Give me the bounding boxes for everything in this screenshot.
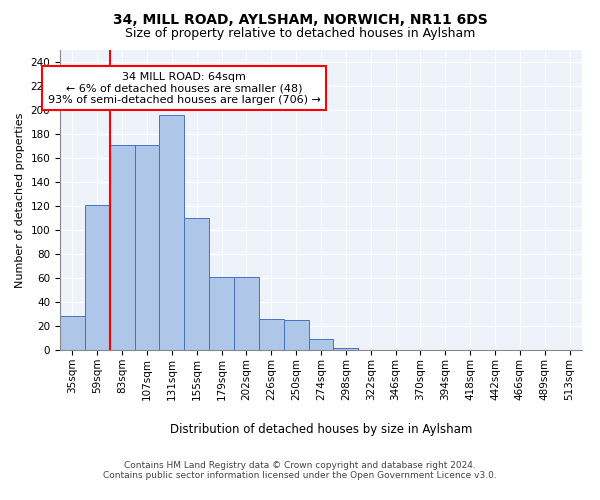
Bar	[334, 348, 358, 350]
Bar	[209, 277, 234, 350]
Bar	[85, 205, 110, 350]
Text: 34, MILL ROAD, AYLSHAM, NORWICH, NR11 6DS: 34, MILL ROAD, AYLSHAM, NORWICH, NR11 6D…	[113, 12, 487, 26]
Text: Distribution of detached houses by size in Aylsham: Distribution of detached houses by size …	[170, 422, 472, 436]
Bar	[60, 316, 85, 350]
Text: Contains HM Land Registry data © Crown copyright and database right 2024.
Contai: Contains HM Land Registry data © Crown c…	[103, 460, 497, 480]
Text: 34 MILL ROAD: 64sqm
← 6% of detached houses are smaller (48)
93% of semi-detache: 34 MILL ROAD: 64sqm ← 6% of detached hou…	[48, 72, 321, 105]
Text: Size of property relative to detached houses in Aylsham: Size of property relative to detached ho…	[125, 28, 475, 40]
Bar	[284, 320, 308, 350]
Bar	[259, 319, 284, 350]
Bar	[160, 115, 184, 350]
Bar	[184, 218, 209, 350]
Y-axis label: Number of detached properties: Number of detached properties	[15, 112, 25, 288]
Bar	[110, 145, 134, 350]
Bar	[308, 339, 334, 350]
Bar	[134, 145, 160, 350]
Bar	[234, 277, 259, 350]
